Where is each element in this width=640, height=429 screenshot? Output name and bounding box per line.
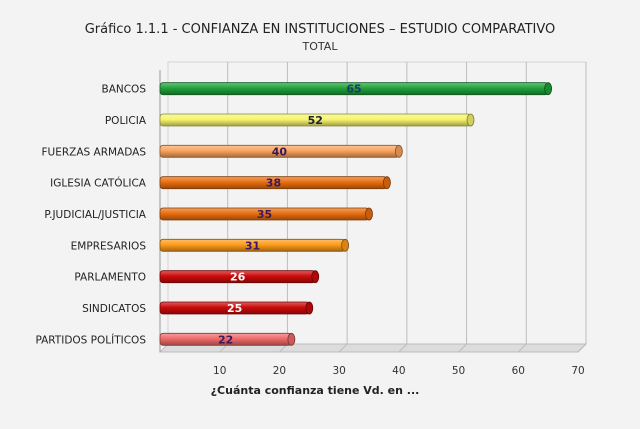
bar-value-label: 31 — [245, 239, 260, 252]
gridline-floor — [458, 343, 467, 353]
x-tick-label: 50 — [452, 365, 465, 377]
bar-end-cap — [466, 113, 475, 127]
x-tick-label: 70 — [571, 365, 584, 377]
bar-value-label: 40 — [272, 145, 288, 158]
x-tick-label: 30 — [332, 365, 345, 377]
bar-value-label: 26 — [230, 271, 246, 284]
bar-end-cap — [341, 238, 350, 252]
category-label: PARLAMENTO — [74, 272, 146, 284]
bar-end-cap — [544, 82, 553, 96]
gridline-floor — [338, 343, 348, 353]
bar-end-cap — [383, 176, 391, 190]
category-label: SINDICATOS — [82, 303, 146, 315]
bar-value-label: 65 — [346, 83, 361, 96]
x-axis-label: ¿Cuánta confianza tiene Vd. en ... — [210, 384, 420, 397]
x-tick-label: 60 — [512, 365, 525, 377]
category-label: P.JUDICIAL/JUSTICIA — [44, 209, 146, 221]
bar-end-cap — [311, 270, 320, 284]
bar-value-label: 35 — [257, 208, 272, 221]
bar-value-label: 22 — [218, 333, 233, 346]
gridline-floor — [577, 343, 587, 353]
bar-end-cap — [365, 207, 373, 221]
bar-end-cap — [394, 144, 403, 158]
bar-end-cap — [305, 301, 314, 315]
gridline-floor — [517, 343, 527, 353]
gridline-floor — [398, 343, 408, 353]
chart-title: Gráfico 1.1.1 - CONFIANZA EN INSTITUCION… — [84, 22, 556, 37]
chart-subtitle: TOTAL — [302, 40, 338, 53]
category-label: POLICIA — [105, 115, 147, 127]
x-tick-label: 20 — [273, 365, 286, 377]
bar-value-label: 38 — [266, 177, 281, 190]
category-label: EMPRESARIOS — [71, 240, 147, 252]
bar-value-label: 25 — [227, 302, 242, 315]
bar-value-label: 52 — [308, 114, 323, 127]
x-tick-label: 40 — [392, 365, 405, 377]
bar-end-cap — [287, 332, 296, 346]
category-label: PARTIDOS POLÍTICOS — [35, 333, 146, 346]
category-label: BANCOS — [101, 84, 146, 96]
category-label: IGLESIA CATÓLICA — [50, 177, 147, 190]
category-label: FUERZAS ARMADAS — [41, 146, 146, 158]
x-tick-label: 10 — [213, 365, 226, 377]
